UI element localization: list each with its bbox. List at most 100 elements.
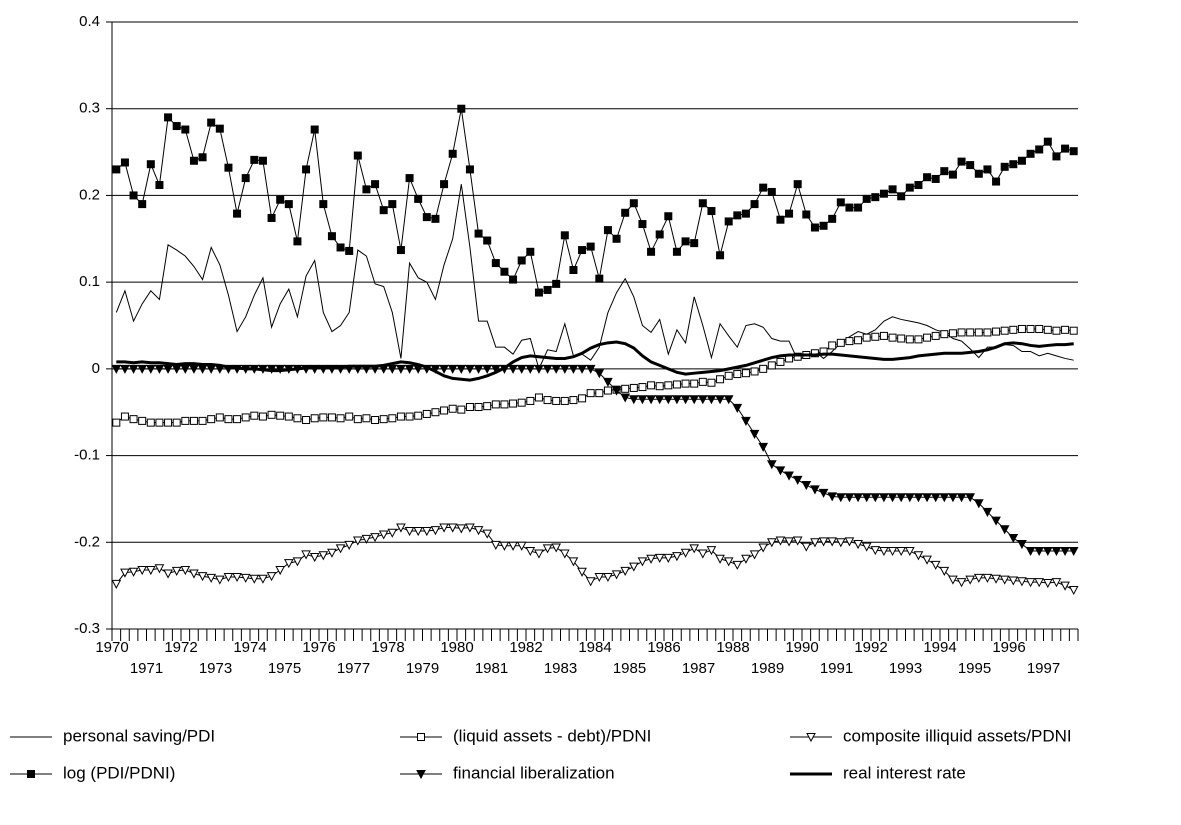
point <box>827 537 838 547</box>
point <box>1060 546 1070 557</box>
point <box>483 402 492 411</box>
point <box>741 554 751 564</box>
point <box>724 371 733 380</box>
point <box>490 364 501 374</box>
x-tick-label: 1973 <box>199 660 232 677</box>
legend-marker <box>417 733 425 741</box>
point <box>430 526 441 536</box>
point <box>603 572 613 583</box>
point <box>896 493 907 503</box>
point <box>215 124 224 133</box>
y-tick-label: 0.4 <box>79 13 100 30</box>
point <box>120 412 129 421</box>
point <box>904 493 915 503</box>
point <box>362 185 371 194</box>
point <box>637 395 648 405</box>
point <box>896 546 907 557</box>
point <box>724 217 733 226</box>
point <box>465 523 475 533</box>
point <box>723 395 734 405</box>
point <box>120 568 130 578</box>
point <box>784 471 794 481</box>
point <box>181 125 190 134</box>
point <box>620 393 631 403</box>
point <box>870 546 881 556</box>
point <box>879 546 889 557</box>
y-tick-label: 0 <box>92 360 100 377</box>
point <box>440 406 449 415</box>
legend-label: (liquid assets - debt)/PDNI <box>453 726 651 745</box>
point <box>319 413 328 422</box>
point <box>232 572 242 583</box>
y-tick-label: 0.3 <box>79 100 100 117</box>
point <box>776 357 785 366</box>
point <box>396 412 405 421</box>
x-tick-label: 1987 <box>682 660 715 677</box>
point <box>1042 546 1053 557</box>
point <box>637 557 648 567</box>
point <box>240 573 251 583</box>
point <box>224 415 233 424</box>
point <box>689 395 700 405</box>
point <box>931 174 940 183</box>
point <box>146 418 155 427</box>
point <box>603 386 612 395</box>
point <box>862 194 871 203</box>
point <box>828 341 837 350</box>
point <box>879 493 889 503</box>
legend-label: composite illiquid assets/PDNI <box>843 726 1072 745</box>
point <box>983 328 992 337</box>
point <box>258 156 267 165</box>
point <box>309 553 320 563</box>
point <box>431 214 440 223</box>
point <box>508 541 518 551</box>
point <box>292 557 303 567</box>
point <box>966 328 975 337</box>
point <box>525 546 536 557</box>
y-tick-label: -0.1 <box>74 447 100 464</box>
point <box>129 415 138 424</box>
point <box>741 369 750 378</box>
point <box>628 562 639 572</box>
point <box>698 377 707 386</box>
x-tick-label: 1985 <box>613 660 646 677</box>
point <box>647 247 656 256</box>
point <box>128 364 139 374</box>
x-tick-label: 1993 <box>889 660 922 677</box>
point <box>1069 326 1078 335</box>
point <box>1025 578 1036 588</box>
point <box>111 579 122 589</box>
point <box>163 364 173 374</box>
point <box>465 165 474 174</box>
point <box>578 394 587 403</box>
point <box>749 550 760 560</box>
point <box>897 334 906 343</box>
point <box>1061 144 1070 153</box>
point <box>611 570 622 580</box>
point <box>690 379 699 388</box>
point <box>1043 137 1052 146</box>
point <box>965 575 976 585</box>
point <box>379 415 388 424</box>
legend-marker <box>806 733 816 743</box>
point <box>888 333 897 342</box>
point <box>560 231 569 240</box>
point <box>404 527 415 537</box>
point <box>138 200 147 209</box>
point <box>870 493 881 503</box>
x-tick-label: 1989 <box>751 660 784 677</box>
point <box>871 193 880 202</box>
point <box>766 538 777 548</box>
point <box>362 414 371 423</box>
point <box>681 379 690 388</box>
point <box>620 566 631 576</box>
point <box>318 551 329 561</box>
point <box>516 541 527 551</box>
point <box>241 413 250 422</box>
x-tick-label: 1980 <box>440 639 473 656</box>
point <box>672 552 682 562</box>
point <box>490 540 501 550</box>
point <box>577 364 587 374</box>
point <box>913 551 924 561</box>
point <box>552 396 561 405</box>
